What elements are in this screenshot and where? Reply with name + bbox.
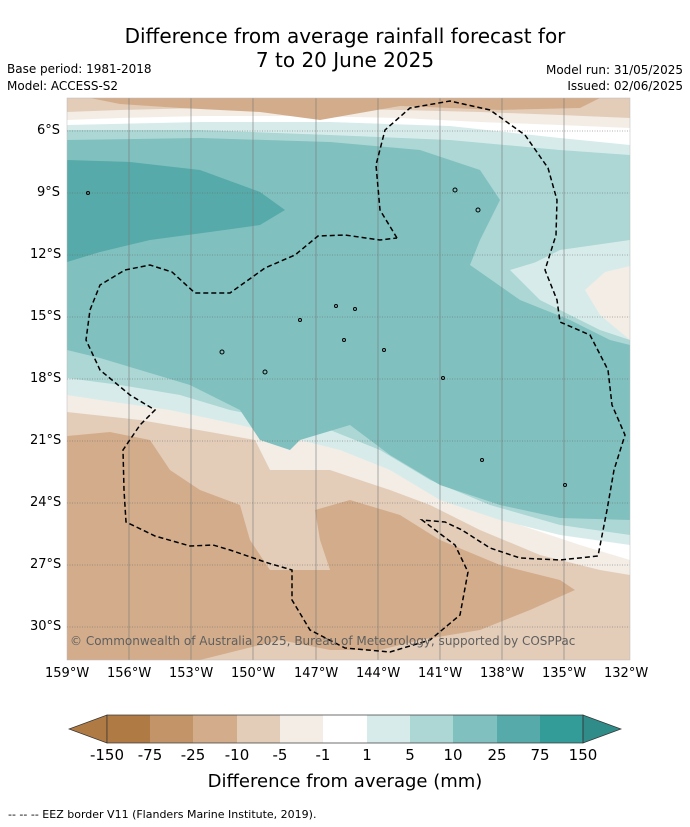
colorbar-label: 1 bbox=[362, 746, 372, 764]
colorbar-swatch bbox=[540, 715, 583, 743]
colorbar-label: 5 bbox=[405, 746, 415, 764]
island bbox=[452, 187, 458, 193]
lat-label: 30°S bbox=[30, 619, 62, 634]
island bbox=[382, 348, 386, 352]
colorbar-label: 75 bbox=[530, 746, 550, 764]
island bbox=[353, 307, 357, 311]
dry-region-strong bbox=[67, 432, 575, 660]
colorbar-swatch bbox=[410, 715, 453, 743]
colorbar-frame bbox=[106, 714, 584, 744]
map-frame bbox=[66, 97, 631, 661]
colorbar-label: -1 bbox=[315, 746, 331, 764]
island bbox=[334, 304, 338, 308]
colorbar-arrow-left bbox=[67, 714, 108, 744]
eez-border bbox=[85, 100, 626, 653]
colorbar-swatch bbox=[193, 715, 237, 743]
island bbox=[219, 349, 225, 355]
lon-label: 156°W bbox=[107, 666, 152, 681]
dry-region-north-strong bbox=[90, 98, 600, 120]
map-fill bbox=[67, 98, 630, 660]
colorbar-arrow-right bbox=[582, 714, 623, 744]
colorbar-swatch bbox=[237, 715, 280, 743]
copyright-notice: © Commonwealth of Australia 2025, Bureau… bbox=[70, 634, 576, 648]
lon-label: 132°W bbox=[604, 666, 649, 681]
colorbar-title: Difference from average (mm) bbox=[207, 771, 483, 792]
island bbox=[563, 483, 567, 487]
lon-label: 159°W bbox=[45, 666, 90, 681]
lon-label: 141°W bbox=[418, 666, 463, 681]
lat-label: 12°S bbox=[30, 247, 62, 262]
lat-label: 6°S bbox=[37, 123, 61, 138]
model-run: Model run: 31/05/2025 bbox=[545, 63, 683, 77]
island bbox=[262, 369, 268, 375]
colorbar-label: -5 bbox=[272, 746, 288, 764]
dry-patch-east bbox=[585, 266, 630, 340]
island bbox=[480, 458, 484, 462]
island bbox=[342, 338, 346, 342]
colorbar-label: 150 bbox=[568, 746, 598, 764]
colorbar-swatch bbox=[150, 715, 193, 743]
island bbox=[298, 318, 302, 322]
colorbar-swatch bbox=[107, 715, 150, 743]
island bbox=[475, 207, 481, 213]
colorbar-label: -25 bbox=[180, 746, 206, 764]
lon-label: 144°W bbox=[356, 666, 401, 681]
wet-region-25 bbox=[67, 160, 285, 262]
issued-date: Issued: 02/06/2025 bbox=[567, 79, 683, 93]
lon-label: 147°W bbox=[294, 666, 339, 681]
lat-label: 24°S bbox=[30, 495, 62, 510]
island bbox=[86, 191, 90, 195]
colorbar-label: -75 bbox=[137, 746, 163, 764]
lat-label: 18°S bbox=[30, 371, 62, 386]
lon-label: 150°W bbox=[231, 666, 276, 681]
island bbox=[441, 376, 445, 380]
model-name: Model: ACCESS-S2 bbox=[7, 79, 119, 93]
grid-lines-lon bbox=[128, 98, 565, 660]
colorbar-swatch bbox=[453, 715, 497, 743]
colorbar bbox=[67, 714, 623, 744]
wet-region-10 bbox=[67, 138, 630, 520]
islands bbox=[86, 187, 567, 487]
lon-label: 135°W bbox=[542, 666, 587, 681]
lon-label: 138°W bbox=[480, 666, 525, 681]
title-line-2: 7 to 20 June 2025 bbox=[255, 48, 435, 72]
lat-label: 21°S bbox=[30, 433, 62, 448]
lat-label: 15°S bbox=[30, 309, 62, 324]
title-line-1: Difference from average rainfall forecas… bbox=[124, 24, 566, 48]
colorbar-swatch bbox=[367, 715, 410, 743]
eez-legend-note: -- -- -- EEZ border V11 (Flanders Marine… bbox=[8, 808, 317, 821]
colorbar-label: -150 bbox=[89, 746, 125, 764]
map-title: Difference from average rainfall forecas… bbox=[0, 24, 690, 72]
base-period: Base period: 1981-2018 bbox=[7, 62, 152, 76]
colorbar-swatch bbox=[280, 715, 323, 743]
lat-label: 27°S bbox=[30, 557, 62, 572]
colorbar-swatch bbox=[323, 715, 367, 743]
colorbar-label: 25 bbox=[487, 746, 507, 764]
colorbar-swatch bbox=[497, 715, 540, 743]
lat-label: 9°S bbox=[37, 185, 61, 200]
colorbar-label: 10 bbox=[443, 746, 463, 764]
colorbar-label: -10 bbox=[224, 746, 250, 764]
lon-label: 153°W bbox=[169, 666, 214, 681]
